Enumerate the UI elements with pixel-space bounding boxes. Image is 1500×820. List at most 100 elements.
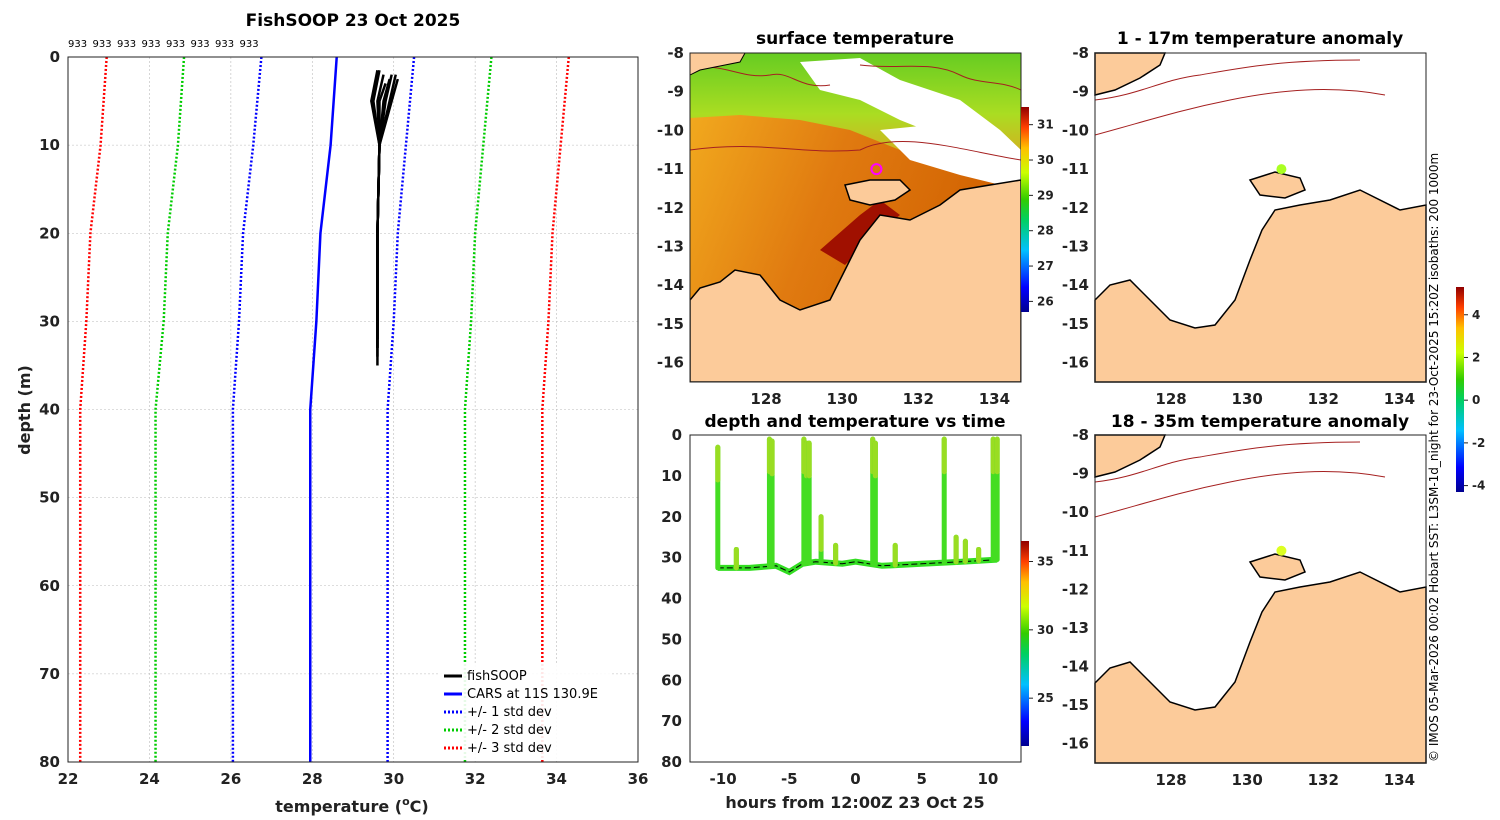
map-ytick-label: -10 — [1062, 503, 1089, 521]
credit-text: © IMOS 05-Mar-2026 00:02 Hobart SST: L3S… — [1427, 153, 1441, 762]
fishsoop-profile-line — [376, 78, 399, 348]
cast-count-label: 933 — [215, 39, 234, 50]
time-xtick-label: 0 — [850, 770, 860, 788]
colorbar-tick-label: 26 — [1037, 294, 1054, 308]
time-tick-labels: -10 -5 0 5 10 0 10 20 30 40 50 60 70 80 — [661, 426, 998, 788]
time-xtick-label: 10 — [977, 770, 998, 788]
time-axes-box — [689, 434, 1022, 763]
anomaly-deep-tick-labels: 128 130 132 134 -8 -9 -10 -11 -12 -13 -14 -15 -16 — [1062, 426, 1415, 789]
anomaly-deep-island — [1248, 553, 1306, 581]
map-ytick-label: -13 — [1062, 619, 1089, 637]
colorbar-tick-label: 29 — [1037, 188, 1054, 202]
map-xtick-label: 134 — [979, 390, 1010, 408]
cast-count-label: 933 — [117, 39, 136, 50]
map-ytick-label: -10 — [1062, 121, 1089, 139]
sst-location-marker — [870, 163, 883, 176]
map-xtick-label: 128 — [1155, 771, 1186, 789]
anomaly-shallow-title: 1 - 17m temperature anomaly — [1117, 29, 1403, 49]
profile-xtick-label: 30 — [383, 770, 404, 788]
profile-panel: FishSOOP 23 Oct 2025 933 933 933 933 933 933 9… — [15, 11, 648, 816]
map-ytick-label: -15 — [1062, 315, 1089, 333]
map-xtick-label: 134 — [1384, 390, 1415, 408]
anomaly-deep-panel: 18 - 35m temperature anomaly 128 130 132 13… — [1062, 287, 1485, 789]
map-ytick-label: -16 — [657, 354, 684, 372]
sst-title: surface temperature — [756, 29, 954, 49]
profile-xtick-label: 34 — [546, 770, 567, 788]
anomaly-deep-isobath-1 — [1094, 471, 1386, 518]
cast-count-label: 933 — [166, 39, 185, 50]
map-ytick-label: -8 — [1072, 426, 1089, 444]
time-title: depth and temperature vs time — [705, 412, 1006, 432]
sst-colorbar-ticks: 26 27 28 29 30 31 — [1029, 118, 1054, 308]
map-xtick-label: 130 — [1232, 390, 1263, 408]
map-ytick-label: -13 — [657, 238, 684, 256]
profile-series-line — [78, 57, 108, 762]
time-ytick-label: 10 — [661, 467, 682, 485]
anomaly-deep-marker — [1276, 545, 1287, 556]
colorbar-tick-label: 30 — [1037, 153, 1054, 167]
time-colorbar — [1021, 541, 1029, 746]
legend-box — [440, 664, 610, 760]
profile-series-line — [386, 57, 416, 762]
cast-count-labels: 933 933 933 933 933 933 933 933 — [68, 39, 259, 50]
sst-cloud-gap-2 — [880, 125, 1021, 190]
map-xtick-label: 132 — [1308, 771, 1339, 789]
time-ytick-label: 50 — [661, 630, 682, 648]
sst-isobath-1 — [690, 140, 1021, 161]
sst-island — [844, 179, 912, 206]
time-ytick-label: 60 — [661, 671, 682, 689]
colorbar-tick-label: 31 — [1037, 118, 1054, 132]
anomaly-shallow-isobath-2 — [1094, 59, 1361, 101]
map-xtick-label: 130 — [1232, 771, 1263, 789]
profile-ytick-label: 20 — [39, 224, 60, 242]
sst-colorbar — [1021, 107, 1029, 312]
profile-lines — [78, 57, 571, 762]
cast-count-label: 933 — [240, 39, 259, 50]
time-xtick-label: -5 — [781, 770, 798, 788]
colorbar-tick-label: -2 — [1472, 436, 1485, 450]
profile-ytick-label: 10 — [39, 136, 60, 154]
anomaly-deep-isobath-2 — [1094, 441, 1361, 483]
sst-map-area — [690, 53, 1021, 382]
profile-ytick-label: 0 — [50, 48, 60, 66]
map-ytick-label: -14 — [1062, 276, 1089, 294]
legend-cars: CARS at 11S 130.9E — [467, 687, 598, 702]
time-xtick-label: -10 — [710, 770, 737, 788]
legend-3std: +/- 3 std dev — [467, 741, 552, 756]
anomaly-deep-axes-box — [1094, 434, 1427, 764]
sst-map-panel: surface temperature 128 130 132 134 -8 -9 -10 -… — [657, 29, 1054, 408]
profile-xtick-label: 32 — [465, 770, 486, 788]
cast-count-label: 933 — [191, 39, 210, 50]
anomaly-colorbar-ticks: -4 -2 0 2 4 — [1464, 308, 1485, 493]
colorbar-tick-label: 2 — [1472, 350, 1480, 364]
colorbar-tick-label: 4 — [1472, 308, 1480, 322]
profile-ytick-label: 60 — [39, 577, 60, 595]
anomaly-deep-title: 18 - 35m temperature anomaly — [1111, 412, 1409, 432]
map-ytick-label: -9 — [1072, 465, 1089, 483]
map-ytick-label: -14 — [1062, 658, 1089, 676]
time-ytick-label: 30 — [661, 549, 682, 567]
map-xtick-label: 134 — [1384, 771, 1415, 789]
sst-isobath-3 — [859, 64, 1021, 91]
profile-tick-labels: 22 24 26 28 30 32 34 36 0 10 20 30 40 50 60 70 80 — [39, 48, 648, 788]
time-ytick-label: 20 — [661, 508, 682, 526]
anomaly-colorbar — [1456, 287, 1464, 492]
map-ytick-label: -11 — [1062, 542, 1089, 560]
profile-series-line — [231, 57, 263, 762]
anomaly-shallow-axes-box — [1094, 52, 1427, 383]
map-ytick-label: -16 — [1062, 735, 1089, 753]
time-ytick-label: 0 — [672, 426, 682, 444]
time-series-panel: depth and temperature vs time -10 -5 0 5 10 0… — [661, 412, 1054, 812]
profile-ytick-label: 50 — [39, 489, 60, 507]
profile-title: FishSOOP 23 Oct 2025 — [246, 11, 461, 31]
time-xtick-label: 5 — [916, 770, 926, 788]
anomaly-shallow-map — [1094, 52, 1427, 383]
colorbar-tick-label: 27 — [1037, 259, 1054, 273]
profile-xtick-label: 22 — [58, 770, 79, 788]
map-ytick-label: -15 — [1062, 696, 1089, 714]
profile-ytick-label: 80 — [39, 753, 60, 771]
profile-ytick-label: 30 — [39, 312, 60, 330]
colorbar-tick-label: 35 — [1037, 555, 1054, 569]
profile-series-line — [154, 57, 186, 762]
colorbar-tick-label: 0 — [1472, 393, 1480, 407]
